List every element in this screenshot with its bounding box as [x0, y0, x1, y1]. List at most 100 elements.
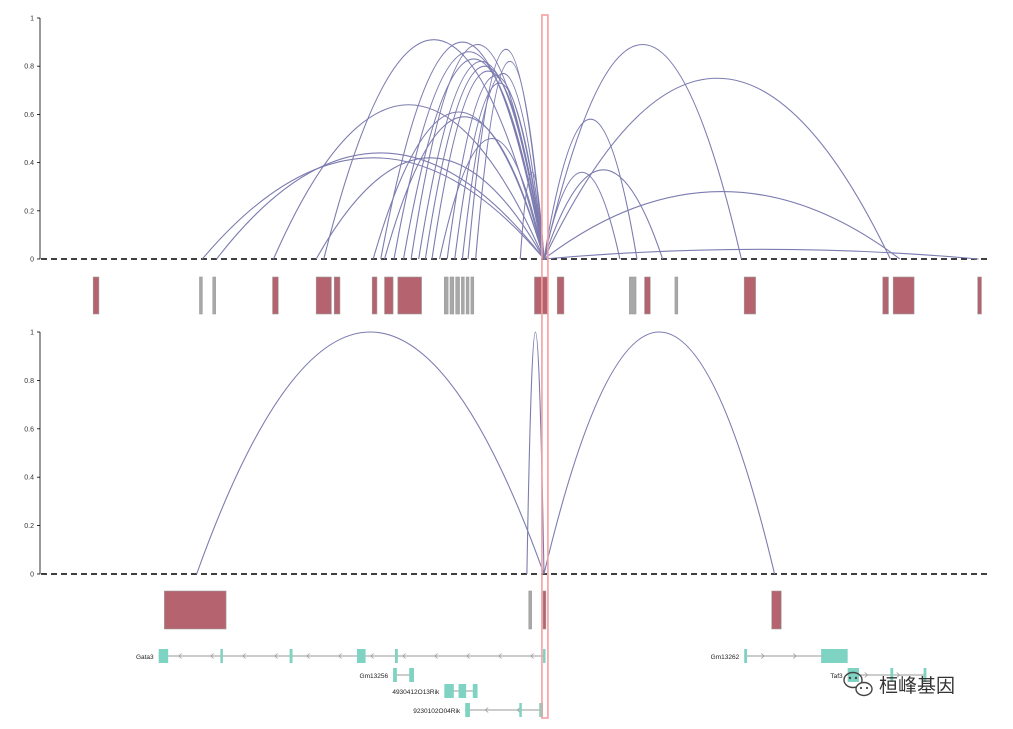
y-tick-label: 0.6	[24, 426, 34, 433]
y-tick-label: 1	[30, 330, 34, 337]
interaction-arc	[543, 171, 621, 260]
peak-block	[743, 276, 756, 315]
peak-block	[272, 276, 279, 315]
interaction-arc	[543, 331, 776, 575]
bottom-peak-track	[164, 590, 782, 630]
wechat-bubble-icon	[843, 671, 873, 697]
gene-exon	[393, 668, 397, 682]
gene-exon	[821, 649, 848, 663]
top-peak-track	[92, 276, 982, 315]
peak-block	[455, 276, 460, 315]
interaction-arc	[273, 104, 545, 260]
gene-exon	[357, 649, 366, 663]
interaction-arc	[323, 39, 545, 260]
interaction-arc	[372, 111, 545, 260]
gene-label: Gata3	[136, 654, 154, 661]
peak-block	[199, 276, 203, 315]
y-tick-label: 1	[30, 16, 34, 23]
gene-exon	[444, 684, 454, 698]
gene-label: 9230102O04Rik	[413, 708, 461, 715]
interaction-arc	[454, 82, 545, 260]
peak-block	[371, 276, 378, 315]
strand-arrow	[402, 653, 406, 659]
peak-block	[977, 276, 982, 315]
peak-block	[397, 276, 422, 315]
strand-arrow	[516, 707, 521, 713]
peak-block	[449, 276, 455, 315]
strand-arrow	[530, 653, 534, 659]
interaction-arc	[543, 77, 891, 260]
peak-block	[315, 276, 332, 315]
interaction-arc	[467, 49, 545, 260]
strand-arrow	[338, 653, 342, 659]
gene-exon	[744, 649, 748, 663]
y-tick-label: 0	[30, 257, 34, 264]
gene-exon	[458, 684, 467, 698]
y-tick-label: 0.8	[24, 378, 34, 385]
gene-exon	[289, 649, 293, 663]
gene-exon	[158, 649, 169, 663]
peak-block	[674, 276, 679, 315]
interaction-arc	[315, 157, 545, 260]
strand-arrow	[210, 653, 214, 659]
strand-arrow	[434, 653, 438, 659]
gene-gata3: Gata3	[136, 649, 546, 663]
interaction-arc	[431, 70, 545, 260]
y-tick-label: 0.4	[24, 160, 34, 167]
peak-block	[470, 276, 475, 315]
gene-taf3: Taf3	[830, 668, 927, 682]
y-tick-label: 0.4	[24, 475, 34, 482]
interaction-arc	[543, 248, 979, 260]
gene-exon	[465, 703, 470, 717]
gene-9230102o04rik: 9230102O04Rik	[413, 703, 544, 717]
gene-exon	[394, 649, 398, 663]
interaction-arc	[475, 60, 545, 260]
interaction-arc	[402, 58, 545, 260]
interaction-arc	[543, 118, 638, 260]
strand-arrow	[370, 653, 374, 659]
peak-block	[333, 276, 341, 315]
peak-block	[629, 276, 637, 315]
peak-block	[771, 590, 782, 630]
peak-block	[444, 276, 449, 315]
peak-block	[461, 276, 465, 315]
interaction-arc	[543, 43, 742, 260]
interaction-arc	[461, 73, 545, 260]
peak-block	[528, 590, 532, 630]
strand-arrow	[498, 653, 502, 659]
strand-arrow	[242, 653, 246, 659]
interaction-arc	[380, 41, 545, 260]
strand-arrow	[306, 653, 310, 659]
bottom-arc-panel: 0 0.2 0.4 0.6 0.8 1	[24, 330, 990, 579]
gene-exon	[890, 668, 894, 682]
peak-block	[465, 276, 470, 315]
strand-arrow	[484, 707, 489, 713]
strand-arrow	[864, 672, 869, 678]
gene-label: Gm13256	[360, 673, 389, 680]
y-tick-label: 0.6	[24, 112, 34, 119]
interaction-arc	[216, 152, 545, 260]
top-arc-panel: 0 0.2 0.4 0.6 0.8 1	[24, 16, 990, 264]
y-tick-label: 0.2	[24, 208, 34, 215]
gene-exon	[543, 649, 546, 663]
peak-block	[556, 276, 565, 315]
gene-gm13256: Gm13256	[360, 668, 414, 682]
interaction-arc	[543, 191, 901, 260]
strand-arrow	[792, 653, 797, 659]
watermark: 桓峰基因	[843, 671, 955, 697]
peak-block	[92, 276, 100, 315]
peak-block	[212, 276, 216, 315]
interaction-arc	[196, 331, 545, 575]
peak-block	[542, 590, 547, 630]
strand-arrow	[466, 653, 470, 659]
gene-label: 4930412O13Rik	[392, 689, 440, 696]
strand-arrow	[896, 672, 901, 678]
peak-block	[892, 276, 915, 315]
highlight-region	[541, 14, 549, 719]
interaction-arc	[384, 116, 545, 260]
interaction-arc	[543, 169, 664, 260]
interaction-arc	[201, 157, 545, 260]
gene-track: Gata3 Gm13262 Gm13256 Taf3 4930412O13Rik 9230…	[136, 649, 927, 717]
gene-4930412o13rik: 4930412O13Rik	[392, 684, 478, 698]
